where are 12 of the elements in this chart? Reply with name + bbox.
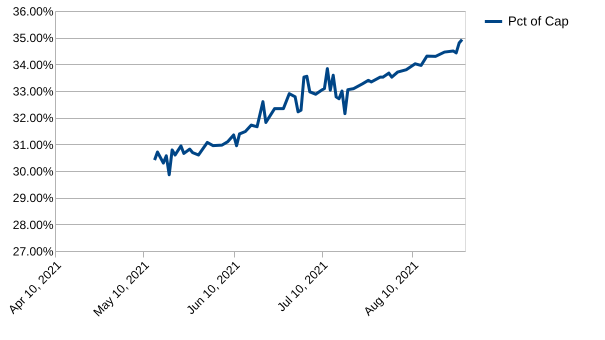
y-tick-label: 31.00% bbox=[12, 138, 54, 152]
y-tick-label: 32.00% bbox=[12, 111, 54, 126]
y-tick-label: 36.00% bbox=[12, 4, 54, 18]
y-tick-label: 28.00% bbox=[12, 218, 54, 232]
y-tick-label: 34.00% bbox=[12, 58, 54, 72]
y-tick-label: 29.00% bbox=[12, 191, 54, 206]
y-tick-label: 33.00% bbox=[12, 84, 54, 98]
y-tick-label: 27.00% bbox=[12, 244, 54, 258]
line-series bbox=[153, 38, 464, 176]
y-tick-label: 30.00% bbox=[12, 164, 54, 178]
y-tick-label: 35.00% bbox=[12, 31, 54, 46]
legend-label: Pct of Cap bbox=[508, 14, 569, 28]
